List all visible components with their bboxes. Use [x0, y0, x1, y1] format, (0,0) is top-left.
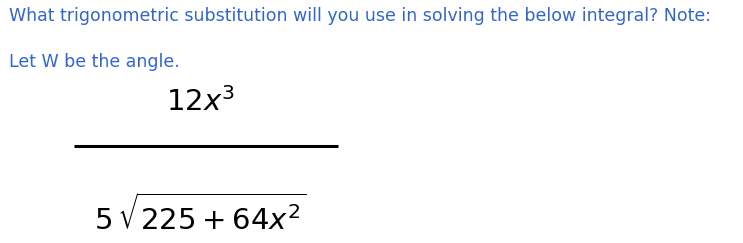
- Text: $5\,\sqrt{225 + 64x^2}$: $5\,\sqrt{225 + 64x^2}$: [94, 194, 307, 236]
- Text: Let W be the angle.: Let W be the angle.: [9, 53, 180, 71]
- Text: $12x^3$: $12x^3$: [166, 87, 235, 117]
- Text: What trigonometric substitution will you use in solving the below integral? Note: What trigonometric substitution will you…: [9, 7, 711, 25]
